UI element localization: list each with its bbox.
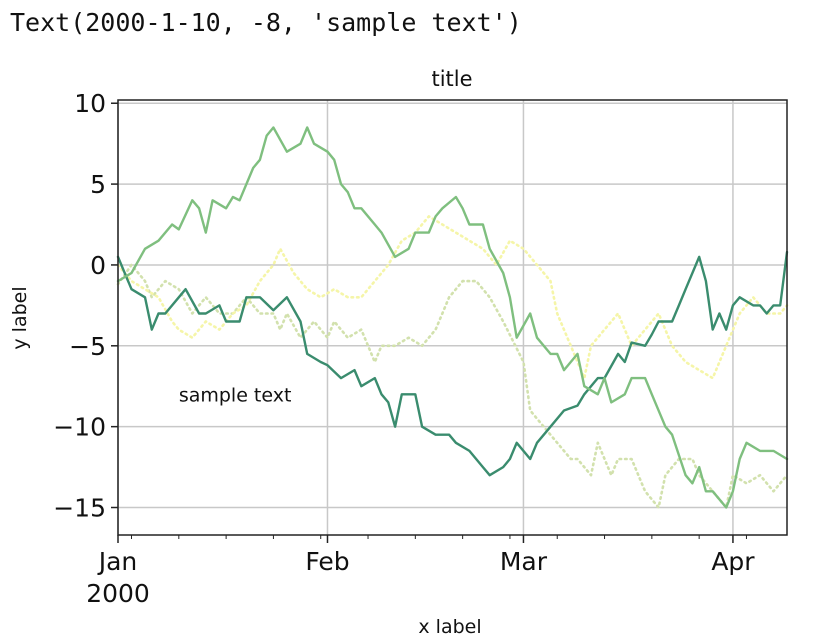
- series-line-3: [116, 263, 789, 509]
- x-tick-label: Feb: [305, 547, 349, 576]
- y-tick-label: 5: [90, 170, 106, 199]
- series-line-4: [116, 215, 789, 380]
- y-tick-label: −5: [69, 332, 106, 361]
- x-tick-label: Mar: [500, 547, 548, 576]
- x-tick-label: Apr: [711, 547, 755, 576]
- x-axis-label: x label: [418, 616, 481, 638]
- sample-text-annotation: sample text: [179, 384, 292, 406]
- y-tick-label: 10: [74, 89, 106, 118]
- cell-output-text: Text(2000-1-10, -8, 'sample text'): [10, 8, 522, 37]
- y-tick-label: −15: [53, 494, 106, 523]
- series-line-1: [116, 250, 789, 477]
- plot-frame: [117, 99, 788, 536]
- x-tick-label: Jan: [97, 547, 138, 576]
- axis-ticks: 10 5 0 −5 −10 −15 Jan 2000 Feb Mar Apr: [53, 89, 755, 608]
- y-axis-label: y label: [9, 286, 31, 349]
- chart-title: title: [431, 67, 472, 91]
- x-tick-sublabel: 2000: [86, 579, 150, 608]
- series-line-2: [116, 126, 789, 509]
- y-tick-label: −10: [53, 413, 106, 442]
- plot-area: [118, 100, 787, 535]
- series-layer: [116, 126, 789, 509]
- y-tick-label: 0: [90, 251, 106, 280]
